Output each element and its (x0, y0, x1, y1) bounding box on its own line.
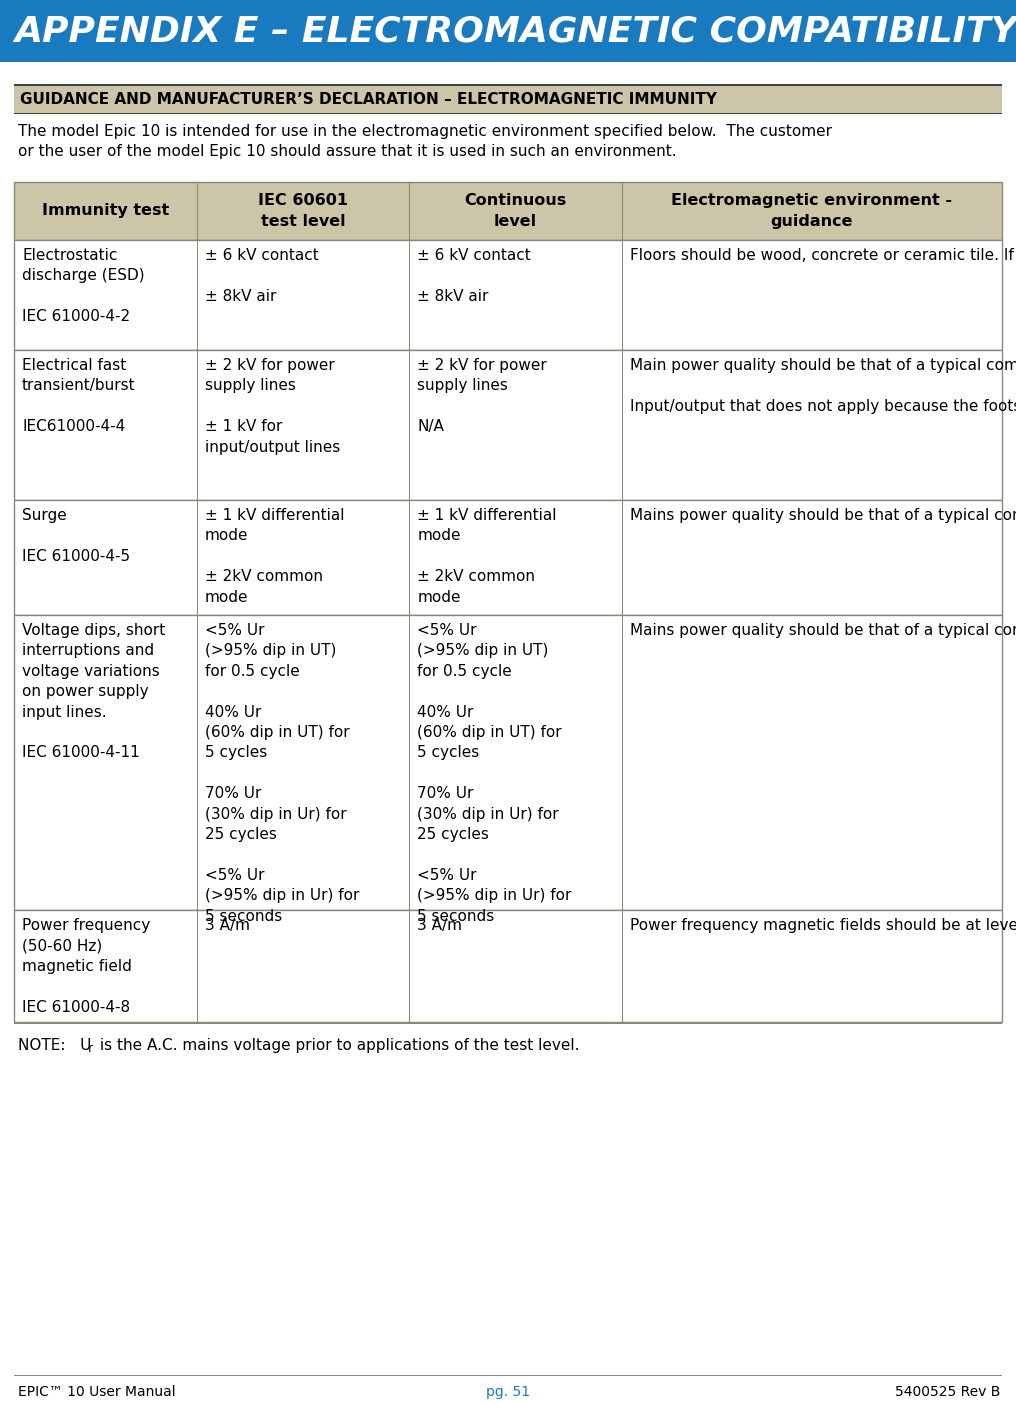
Bar (409, 615, 410, 910)
Bar (409, 350, 410, 500)
Text: GUIDANCE AND MANUFACTURER’S DECLARATION – ELECTROMAGNETIC IMMUNITY: GUIDANCE AND MANUFACTURER’S DECLARATION … (20, 91, 717, 107)
Text: or the user of the model Epic 10 should assure that it is used in such an enviro: or the user of the model Epic 10 should … (18, 143, 677, 159)
Text: 3 A/m: 3 A/m (205, 917, 250, 933)
Bar (14, 240, 1002, 350)
Text: ± 1 kV differential
mode

± 2kV common
mode: ± 1 kV differential mode ± 2kV common mo… (418, 509, 557, 604)
Bar (409, 183, 410, 240)
Text: Electrostatic
discharge (ESD)

IEC 61000-4-2: Electrostatic discharge (ESD) IEC 61000-… (22, 249, 144, 325)
Text: Continuous
level: Continuous level (464, 192, 567, 229)
Text: ± 2 kV for power
supply lines

± 1 kV for
input/output lines: ± 2 kV for power supply lines ± 1 kV for… (205, 358, 340, 455)
Bar (14, 183, 1002, 240)
Text: Power frequency
(50-60 Hz)
magnetic field

IEC 61000-4-8: Power frequency (50-60 Hz) magnetic fiel… (22, 917, 150, 1014)
Text: <5% Ur
(>95% dip in UT)
for 0.5 cycle

40% Ur
(60% dip in UT) for
5 cycles

70% : <5% Ur (>95% dip in UT) for 0.5 cycle 40… (418, 622, 572, 923)
Text: Power frequency magnetic fields should be at levels characteristic of a typical : Power frequency magnetic fields should b… (630, 917, 1016, 933)
Bar (0, 0, 1016, 62)
Bar (622, 615, 623, 910)
Text: 5400525 Rev B: 5400525 Rev B (895, 1385, 1000, 1399)
Text: IEC 60601
test level: IEC 60601 test level (258, 192, 348, 229)
Bar (409, 240, 410, 350)
Bar (409, 910, 410, 1021)
Text: <5% Ur
(>95% dip in UT)
for 0.5 cycle

40% Ur
(60% dip in UT) for
5 cycles

70% : <5% Ur (>95% dip in UT) for 0.5 cycle 40… (205, 622, 359, 923)
Text: 3 A/m: 3 A/m (418, 917, 462, 933)
Text: ± 1 kV differential
mode

± 2kV common
mode: ± 1 kV differential mode ± 2kV common mo… (205, 509, 344, 604)
Bar (14, 350, 1002, 500)
Bar (622, 240, 623, 350)
Bar (14, 112, 1002, 114)
Bar (409, 500, 410, 615)
Text: Electrical fast
transient/burst

IEC61000-4-4: Electrical fast transient/burst IEC61000… (22, 358, 135, 434)
Text: is the A.C. mains voltage prior to applications of the test level.: is the A.C. mains voltage prior to appli… (96, 1038, 579, 1052)
Bar (14, 615, 1002, 910)
Text: EPIC™ 10 User Manual: EPIC™ 10 User Manual (18, 1385, 176, 1399)
Text: r: r (88, 1043, 93, 1055)
Text: APPENDIX E – ELECTROMAGNETIC COMPATIBILITY: APPENDIX E – ELECTROMAGNETIC COMPATIBILI… (14, 14, 1016, 48)
Bar (197, 615, 198, 910)
Bar (197, 183, 198, 240)
Text: pg. 51: pg. 51 (486, 1385, 530, 1399)
Text: Main power quality should be that of a typical commercial or hospital environmen: Main power quality should be that of a t… (630, 358, 1016, 414)
Text: Floors should be wood, concrete or ceramic tile. If floors are covered with synt: Floors should be wood, concrete or ceram… (630, 249, 1016, 263)
Bar (14, 1021, 1002, 1023)
Bar (197, 910, 198, 1021)
Text: Voltage dips, short
interruptions and
voltage variations
on power supply
input l: Voltage dips, short interruptions and vo… (22, 622, 166, 760)
Bar (14, 500, 1002, 615)
Bar (14, 910, 1002, 1021)
Text: Mains power quality should be that of a typical commercial or hospital environme: Mains power quality should be that of a … (630, 509, 1016, 523)
Text: Electromagnetic environment -
guidance: Electromagnetic environment - guidance (672, 192, 952, 229)
Bar (622, 500, 623, 615)
Text: The model Epic 10 is intended for use in the electromagnetic environment specifi: The model Epic 10 is intended for use in… (18, 124, 832, 139)
Text: Surge

IEC 61000-4-5: Surge IEC 61000-4-5 (22, 509, 130, 563)
Text: Mains power quality should be that of a typical commercial or hospital environme: Mains power quality should be that of a … (630, 622, 1016, 638)
Text: ± 6 kV contact

± 8kV air: ± 6 kV contact ± 8kV air (205, 249, 319, 303)
Bar (197, 240, 198, 350)
Bar (622, 183, 623, 240)
Bar (14, 84, 1002, 114)
Bar (197, 500, 198, 615)
Text: ± 2 kV for power
supply lines

N/A: ± 2 kV for power supply lines N/A (418, 358, 547, 434)
Text: NOTE:   U: NOTE: U (18, 1038, 91, 1052)
Text: Immunity test: Immunity test (42, 204, 169, 219)
Bar (622, 350, 623, 500)
Text: ± 6 kV contact

± 8kV air: ± 6 kV contact ± 8kV air (418, 249, 531, 303)
Bar (622, 910, 623, 1021)
Bar (14, 84, 1002, 86)
Bar (197, 350, 198, 500)
